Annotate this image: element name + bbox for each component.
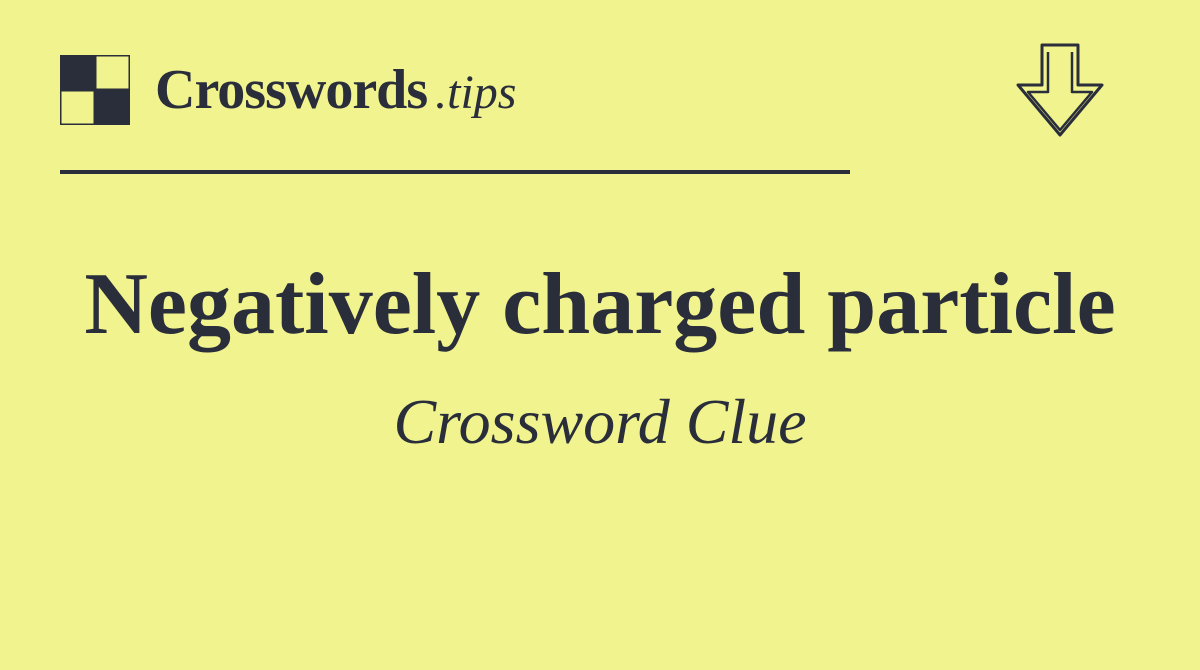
logo-text: Crosswords .tips <box>155 58 516 122</box>
down-arrow-icon <box>1000 30 1120 150</box>
logo-section: Crosswords .tips <box>60 55 516 125</box>
clue-title: Negatively charged particle <box>60 254 1140 355</box>
clue-subtitle: Crossword Clue <box>60 385 1140 459</box>
header: Crosswords .tips <box>0 0 1200 150</box>
crossword-logo-icon <box>60 55 130 125</box>
main-content: Negatively charged particle Crossword Cl… <box>0 174 1200 459</box>
logo-suffix-text: .tips <box>435 65 516 120</box>
logo-main-text: Crosswords <box>155 58 427 122</box>
